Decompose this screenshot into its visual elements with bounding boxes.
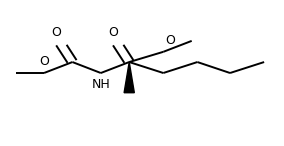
Text: O: O bbox=[51, 26, 61, 39]
Text: O: O bbox=[108, 26, 118, 39]
Text: NH: NH bbox=[91, 78, 110, 91]
Text: O: O bbox=[39, 55, 49, 68]
Text: O: O bbox=[165, 34, 175, 47]
Polygon shape bbox=[124, 62, 134, 93]
